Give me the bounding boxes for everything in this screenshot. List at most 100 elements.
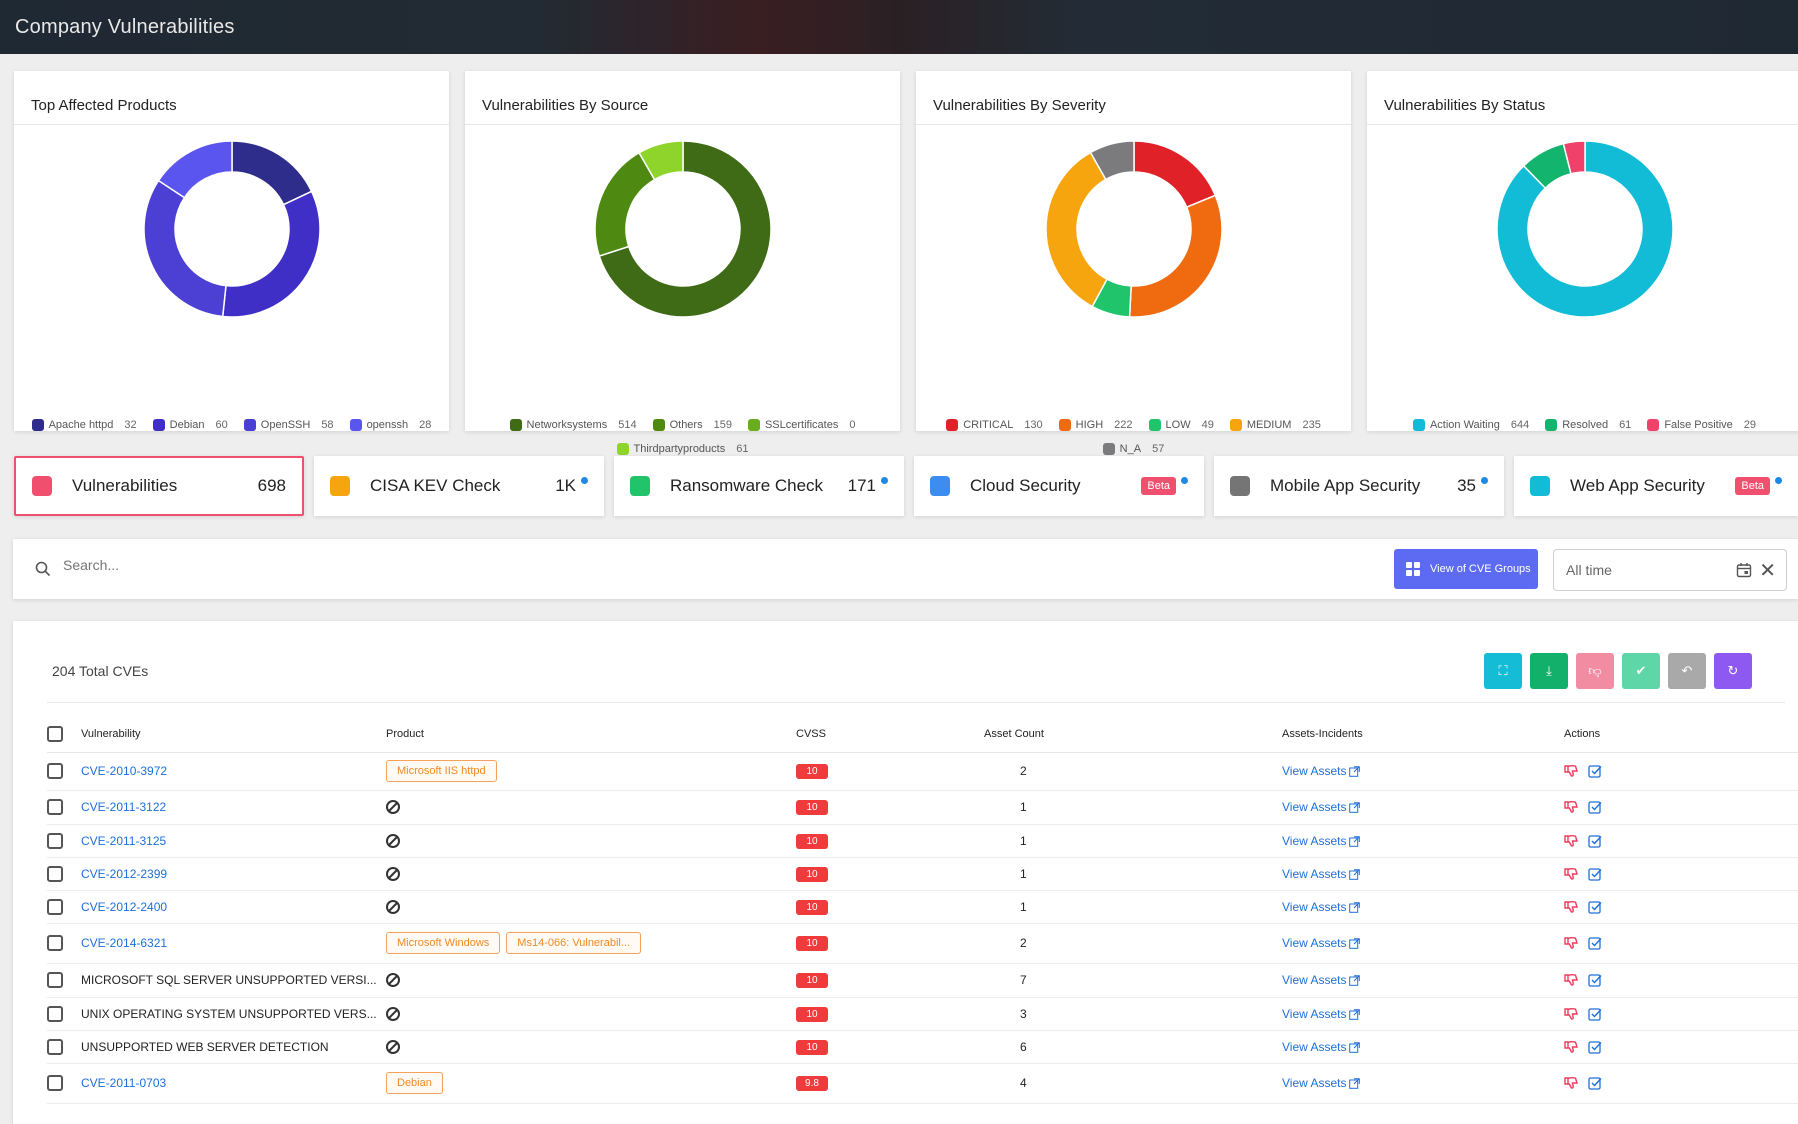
table-row[interactable]: CVE-2012-2399 10 1 View Assets [47, 857, 1798, 891]
resolve-check-icon[interactable] [1588, 1007, 1602, 1021]
info-icon[interactable] [881, 476, 888, 484]
column-asset-count[interactable]: Asset Count [984, 716, 1282, 753]
view-assets-link[interactable]: View Assets [1282, 936, 1361, 950]
resolve-check-icon[interactable] [1588, 900, 1602, 914]
cve-link[interactable]: CVE-2012-2399 [81, 866, 168, 881]
view-assets-link[interactable]: View Assets [1282, 867, 1361, 881]
legend-item[interactable]: OpenSSH 58 [243, 419, 334, 431]
thumbs-down-icon[interactable] [1564, 764, 1578, 778]
donut-slice-0[interactable] [1497, 141, 1673, 317]
donut-slice-2[interactable] [144, 179, 227, 317]
row-checkbox[interactable] [47, 832, 63, 849]
row-checkbox[interactable] [47, 972, 63, 988]
info-icon[interactable] [1481, 476, 1488, 484]
thumbs-down-icon[interactable] [1564, 936, 1578, 950]
table-row[interactable]: CVE-2011-3122 10 1 View Assets [47, 790, 1798, 825]
row-checkbox[interactable] [47, 1005, 63, 1022]
view-assets-link[interactable]: View Assets [1282, 973, 1361, 987]
thumbs-down-icon[interactable] [1564, 900, 1578, 914]
info-icon[interactable] [1181, 476, 1188, 484]
row-checkbox[interactable] [47, 1038, 63, 1055]
thumbs-down-icon[interactable] [1564, 973, 1578, 987]
search-input[interactable] [63, 557, 563, 573]
product-tag[interactable]: Microsoft Windows [386, 932, 501, 954]
legend-item[interactable]: LOW 49 [1148, 419, 1214, 431]
row-checkbox[interactable] [47, 799, 63, 815]
resolve-check-icon[interactable] [1588, 936, 1602, 951]
view-assets-link[interactable]: View Assets [1282, 1040, 1361, 1054]
refresh-button[interactable]: ↻ [1714, 653, 1752, 689]
calendar-icon[interactable] [1736, 562, 1752, 578]
legend-item[interactable]: openssh 28 [349, 419, 431, 431]
cve-link[interactable]: CVE-2012-2400 [81, 899, 168, 914]
donut-slice-0[interactable] [1133, 141, 1217, 209]
scan-button[interactable]: ⛶ [1484, 653, 1522, 689]
donut-slice-0[interactable] [598, 141, 771, 317]
legend-item[interactable]: N_A 57 [1102, 443, 1164, 455]
thumbs-down-icon[interactable] [1564, 867, 1578, 881]
legend-item[interactable]: False Positive 29 [1647, 419, 1756, 431]
resolve-check-icon[interactable] [1588, 834, 1602, 848]
row-checkbox[interactable] [47, 763, 63, 779]
cve-link[interactable]: CVE-2011-3125 [81, 833, 167, 848]
select-all-checkbox[interactable] [47, 725, 63, 742]
info-icon[interactable] [1775, 476, 1782, 484]
view-assets-link[interactable]: View Assets [1282, 1007, 1361, 1021]
legend-item[interactable]: Action Waiting 644 [1412, 419, 1529, 431]
cve-link[interactable]: CVE-2014-6321 [81, 936, 168, 950]
view-assets-link[interactable]: View Assets [1282, 764, 1361, 778]
donut-slice-3[interactable] [157, 141, 233, 199]
donut-slice-3[interactable] [638, 141, 684, 181]
info-icon[interactable] [581, 476, 588, 484]
product-tag[interactable]: Ms14-066: Vulnerabil... [506, 932, 642, 954]
row-checkbox[interactable] [47, 935, 63, 951]
thumbs-down-icon[interactable] [1564, 800, 1578, 814]
legend-item[interactable]: Apache httpd 32 [31, 419, 137, 431]
donut-slice-1[interactable] [1128, 194, 1222, 317]
thumbs-down-icon[interactable] [1564, 1076, 1578, 1090]
row-checkbox[interactable] [47, 865, 63, 882]
legend-item[interactable]: MEDIUM 235 [1229, 419, 1321, 431]
tab-mobile-app-security[interactable]: Mobile App Security 35 [1214, 456, 1504, 516]
donut-slice-4[interactable] [1089, 141, 1135, 181]
resolve-check-icon[interactable] [1588, 1040, 1602, 1054]
resolve-check-icon[interactable] [1588, 973, 1602, 988]
thumbs-down-icon[interactable] [1564, 1040, 1578, 1054]
tab-cisa-kev-check[interactable]: CISA KEV Check 1K [314, 456, 604, 516]
table-row[interactable]: CVE-2012-2400 10 1 View Assets [47, 890, 1798, 924]
table-row[interactable]: CVE-2014-6321 Microsoft Windows Ms14-066: … [47, 923, 1798, 964]
column-vulnerability[interactable]: Vulnerability [81, 716, 386, 753]
legend-item[interactable]: Networksystems 514 [509, 419, 637, 431]
view-assets-link[interactable]: View Assets [1282, 800, 1361, 814]
view-assets-link[interactable]: View Assets [1282, 834, 1361, 848]
donut-slice-1[interactable] [595, 151, 656, 257]
clear-date-icon[interactable]: ✕ [1759, 560, 1776, 582]
legend-item[interactable]: Others 159 [652, 419, 732, 431]
undo-button[interactable]: ↶ [1668, 653, 1706, 689]
legend-item[interactable]: SSLcertificates 0 [747, 419, 855, 431]
legend-item[interactable]: HIGH 222 [1058, 419, 1133, 431]
date-range-field[interactable]: All time ✕ [1553, 549, 1787, 591]
thumbs-down-icon[interactable] [1564, 1007, 1578, 1021]
donut-slice-0[interactable] [231, 141, 313, 206]
product-tag[interactable]: Debian [386, 1072, 443, 1094]
row-checkbox[interactable] [47, 898, 63, 915]
column-assets-incidents[interactable]: Assets-Incidents [1282, 716, 1564, 753]
tab-vulnerabilities[interactable]: Vulnerabilities 698 [14, 456, 304, 516]
table-row[interactable]: UNSUPPORTED WEB SERVER DETECTION 10 6 View … [47, 1030, 1798, 1064]
column-product[interactable]: Product [386, 716, 796, 753]
legend-item[interactable]: Thirdpartyproducts 61 [616, 443, 748, 455]
view-cve-groups-button[interactable]: View of CVE Groups [1394, 549, 1538, 589]
resolve-check-icon[interactable] [1588, 1076, 1602, 1091]
legend-item[interactable]: Resolved 61 [1545, 419, 1631, 431]
tab-ransomware-check[interactable]: Ransomware Check 171 [614, 456, 904, 516]
product-tag[interactable]: Microsoft IIS httpd [386, 760, 497, 782]
cve-link[interactable]: CVE-2011-3122 [81, 800, 167, 814]
check-button[interactable]: ✔ [1622, 653, 1660, 689]
table-row[interactable]: CVE-2010-3972 Microsoft IIS httpd 10 2 View … [47, 752, 1798, 791]
donut-slice-3[interactable] [1046, 151, 1108, 308]
tab-cloud-security[interactable]: Cloud Security Beta [914, 456, 1204, 516]
column-cvss[interactable]: CVSS [796, 716, 984, 753]
view-assets-link[interactable]: View Assets [1282, 900, 1361, 914]
donut-slice-1[interactable] [221, 190, 320, 317]
